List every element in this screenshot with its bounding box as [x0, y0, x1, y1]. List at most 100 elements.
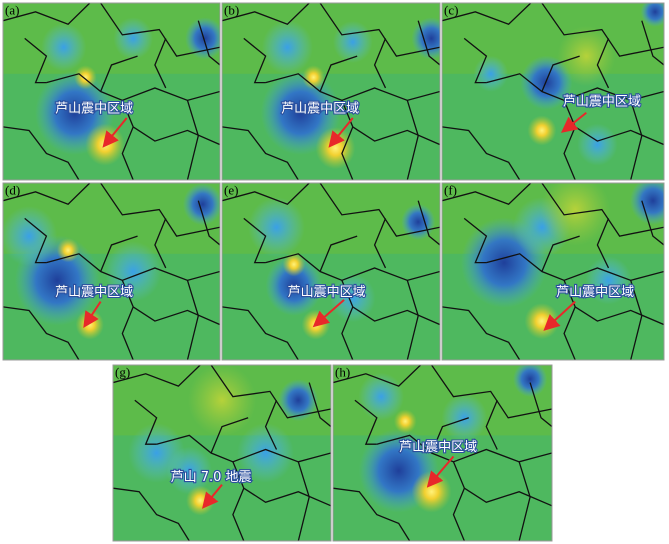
boundary	[121, 126, 134, 180]
field-blob	[75, 309, 104, 340]
boundary	[417, 20, 440, 66]
arrow	[328, 117, 354, 148]
field-blob	[520, 55, 573, 110]
boundary	[518, 461, 531, 541]
boundary	[24, 217, 48, 264]
map	[3, 183, 220, 360]
field-blob	[248, 197, 305, 258]
boundary	[485, 399, 498, 450]
field-blob	[166, 446, 212, 495]
panel-border	[2, 2, 221, 181]
field-blob	[265, 255, 323, 316]
field-blob	[182, 183, 220, 226]
panel-label: (g)	[115, 365, 130, 380]
boundary	[373, 38, 387, 89]
boundary	[529, 382, 552, 428]
boundary	[113, 487, 190, 541]
boundary	[243, 217, 267, 264]
boundary	[541, 55, 580, 92]
field-blob	[540, 183, 610, 246]
boundary	[417, 200, 440, 246]
boundary	[641, 200, 664, 246]
boundary	[354, 399, 378, 445]
panel-label: (h)	[335, 365, 350, 380]
boundary	[222, 183, 310, 205]
map	[3, 3, 220, 180]
arrow	[312, 299, 345, 328]
annotation: 芦山震中区域	[563, 95, 641, 110]
boundary	[232, 487, 245, 541]
boundary	[319, 235, 358, 272]
boundary	[463, 37, 488, 84]
panel-border	[2, 182, 221, 361]
map-panel: (d) 芦山震中区域	[2, 182, 221, 361]
boundary	[463, 217, 488, 264]
annotation: 芦山震中区域	[55, 285, 133, 300]
boundary	[341, 126, 354, 180]
boundary	[264, 399, 278, 450]
boundary	[319, 183, 440, 237]
arrow	[543, 300, 576, 331]
boundary	[333, 487, 411, 541]
panel-label: (d)	[5, 183, 20, 198]
panel-border	[441, 182, 665, 361]
boundary	[197, 20, 220, 66]
field-blob	[527, 115, 557, 146]
arrow	[83, 301, 102, 328]
boundary	[341, 306, 354, 360]
boundary	[222, 3, 310, 25]
boundary	[154, 38, 167, 89]
boundary	[210, 365, 331, 419]
boundary	[333, 365, 422, 387]
field-blob	[278, 379, 319, 422]
field-blob	[41, 23, 87, 72]
panel-border	[332, 364, 553, 542]
boundary	[100, 235, 138, 272]
boundary	[154, 218, 167, 269]
boundary	[541, 3, 664, 57]
annotation: 芦山震中区域	[399, 440, 477, 455]
boundary	[596, 38, 610, 89]
field-blob	[358, 372, 404, 421]
map-panel: (f) 芦山震中区域	[441, 182, 665, 361]
boundary	[210, 417, 249, 454]
boundary	[113, 365, 201, 387]
field-blob	[113, 17, 153, 60]
panel-border	[112, 364, 332, 542]
map	[113, 365, 331, 541]
annotation: 芦山震中区域	[55, 102, 133, 117]
boundary	[222, 306, 299, 360]
field-blob	[282, 252, 306, 277]
arrow	[202, 484, 223, 509]
panel-label: (a)	[5, 3, 19, 18]
boundary	[134, 399, 158, 445]
panel-border	[221, 182, 441, 361]
boundary	[197, 200, 220, 246]
boundary	[308, 382, 331, 428]
boundary	[430, 417, 469, 454]
boundary	[100, 183, 220, 237]
boundary	[319, 3, 440, 57]
field-blob	[237, 423, 294, 483]
field-blob	[302, 65, 325, 90]
map	[442, 3, 664, 180]
boundary	[406, 100, 419, 180]
map	[333, 365, 552, 541]
panel-label: (c)	[444, 3, 458, 18]
arrow	[426, 455, 455, 488]
boundary	[24, 37, 48, 84]
boundary	[186, 280, 199, 360]
field-blob	[577, 123, 618, 166]
boundary	[3, 126, 80, 180]
field-blob	[411, 470, 452, 513]
field-blob	[188, 365, 256, 437]
field-blob	[393, 409, 417, 434]
annotation: 芦山震中区域	[288, 285, 366, 300]
panel-label: (f)	[444, 183, 457, 198]
panel-label: (b)	[224, 3, 239, 18]
boundary	[186, 100, 199, 180]
field-blob	[441, 393, 488, 442]
map	[222, 3, 440, 180]
boundary	[563, 306, 576, 360]
